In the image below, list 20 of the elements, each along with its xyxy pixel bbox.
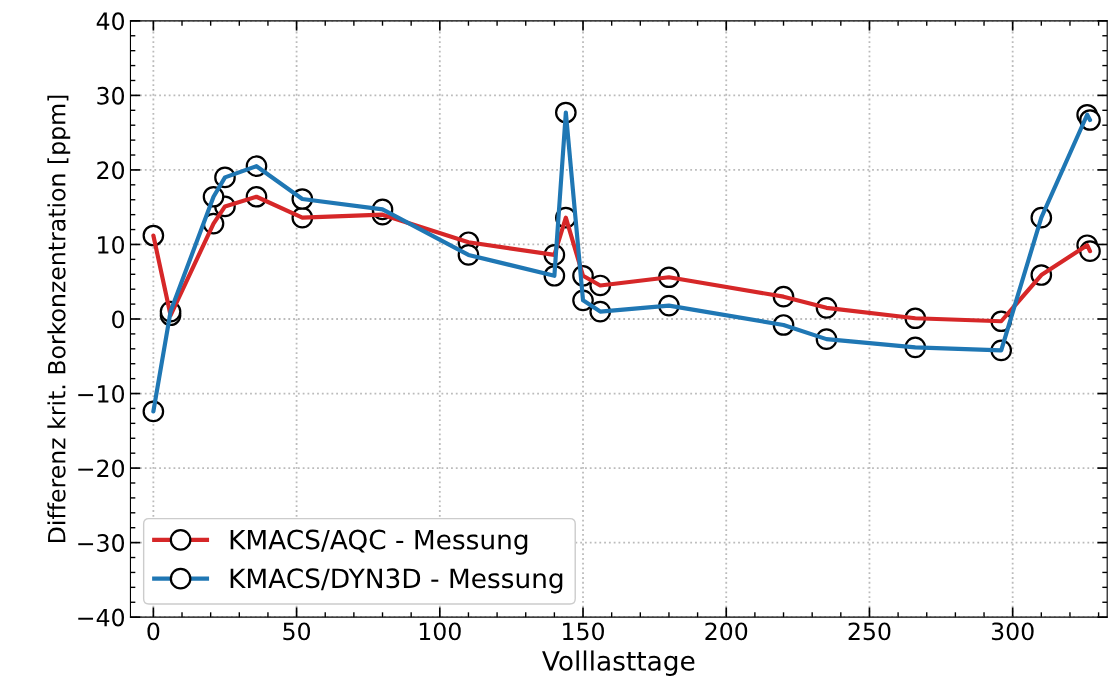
y-tick-label: 0	[112, 310, 125, 329]
x-axis-title: Volllasttage	[542, 650, 695, 676]
y-tick-label: 40	[96, 12, 125, 31]
y-axis-title: Differenz krit. Borkonzentration [ppm]	[47, 95, 71, 543]
legend-label: KMACS/DYN3D - Messung	[230, 568, 563, 594]
y-tick-label: 30	[97, 86, 125, 105]
x-tick-label: 250	[848, 622, 891, 641]
x-tick-label: 300	[991, 622, 1034, 641]
y-tick-label: −20	[78, 459, 125, 478]
x-tick-label: 150	[563, 622, 604, 641]
y-tick-label: 20	[97, 161, 125, 180]
x-tick-label: 200	[705, 622, 748, 641]
y-tick-label: 10	[98, 235, 125, 254]
legend-label: KMACS/AQC - Messung	[230, 529, 528, 555]
y-tick-label: −30	[78, 534, 125, 552]
y-tick-label: −40	[78, 608, 125, 627]
y-tick-label: −10	[78, 384, 125, 403]
x-tick-label: 100	[419, 622, 461, 641]
x-tick-label: 0	[147, 622, 160, 641]
x-tick-label: 50	[283, 622, 311, 641]
